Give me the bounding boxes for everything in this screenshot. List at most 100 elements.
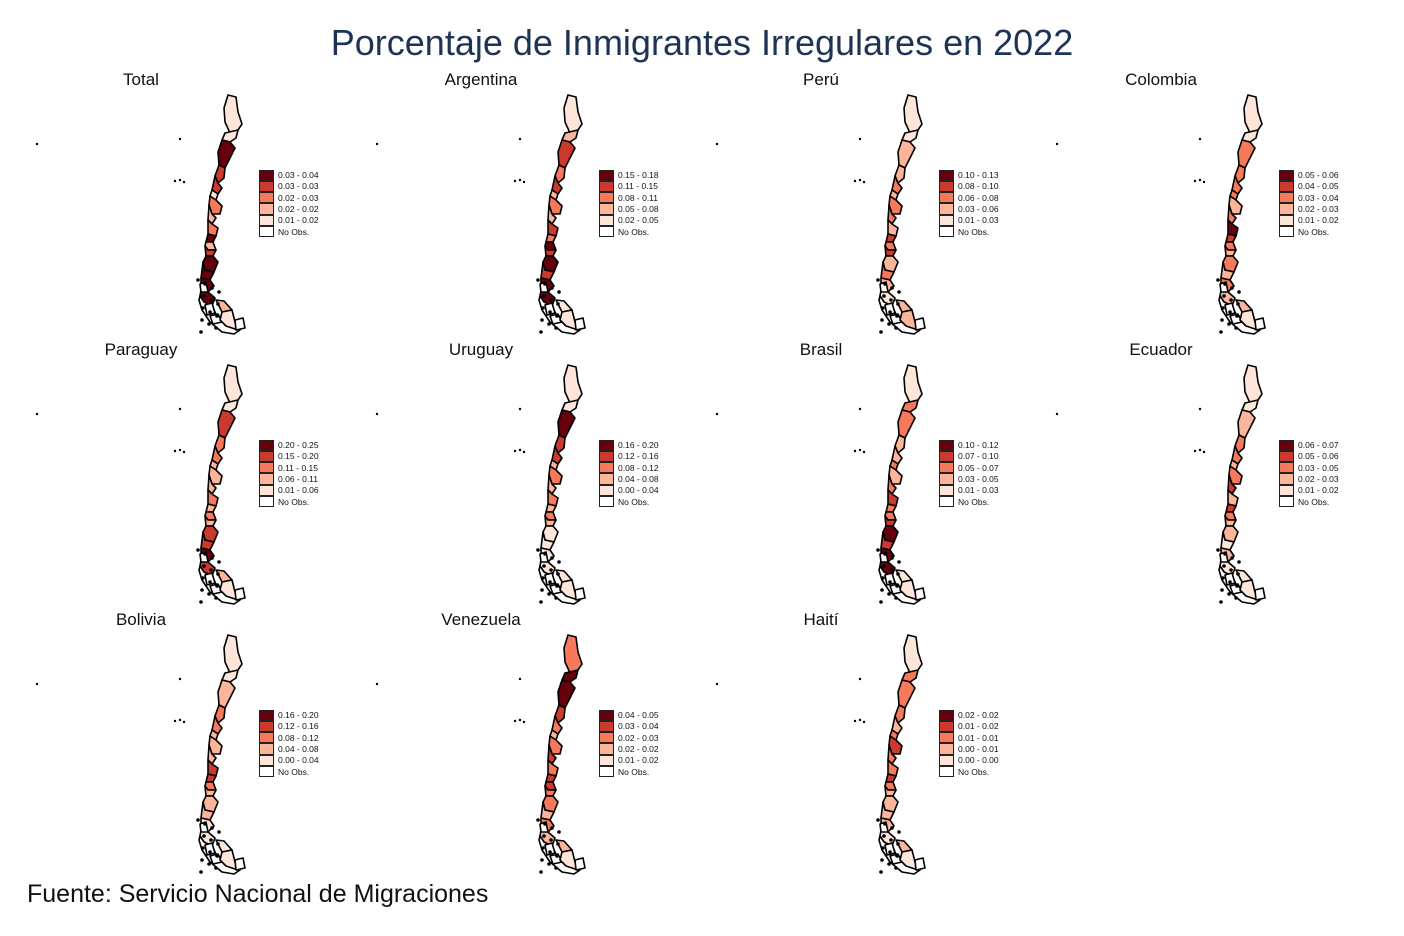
island-mark [216, 302, 220, 306]
legend-item: 0.11 - 0.15 [599, 180, 659, 193]
island-mark [1228, 580, 1232, 584]
legend-item: 0.04 - 0.08 [599, 473, 659, 485]
island-mark [203, 822, 207, 826]
map-legend: 0.06 - 0.07 0.05 - 0.06 0.03 - 0.05 0.02 - … [1279, 439, 1339, 508]
island-mark [550, 556, 554, 560]
region-22 [1254, 587, 1266, 601]
legend-item: No Obs. [939, 495, 999, 508]
legend-label: 0.00 - 0.00 [958, 755, 999, 766]
island-mark [202, 294, 206, 298]
legend-item: 0.03 - 0.05 [939, 473, 999, 485]
island-dot [858, 718, 862, 722]
region-2 [901, 669, 919, 683]
legend-item: 0.02 - 0.02 [599, 743, 659, 755]
island-mark [203, 552, 207, 556]
island-mark [883, 282, 887, 286]
region-22 [574, 317, 586, 331]
island-mark [557, 290, 561, 294]
island-mark [541, 306, 545, 310]
region-2 [221, 129, 239, 143]
legend-label: 0.06 - 0.08 [958, 192, 999, 203]
region-12 [204, 515, 217, 527]
legend-item: 0.02 - 0.05 [599, 214, 659, 226]
legend-swatch [939, 225, 954, 238]
island-mark [209, 298, 213, 302]
island-mark [217, 560, 221, 564]
island-mark [540, 588, 544, 592]
legend-label: 0.06 - 0.11 [278, 474, 319, 485]
legend-label: 0.06 - 0.07 [1298, 440, 1339, 451]
legend-label: 0.08 - 0.10 [958, 181, 999, 192]
region-22 [234, 317, 246, 331]
legend-label: 0.08 - 0.11 [618, 192, 659, 203]
island-mark [215, 314, 219, 318]
legend-swatch [599, 484, 614, 496]
region-3 [557, 139, 576, 169]
legend-swatch [599, 169, 614, 181]
island-mark [1227, 592, 1231, 596]
region-14 [200, 801, 215, 821]
island-mark [555, 584, 559, 588]
island-mark [556, 302, 560, 306]
legend-swatch [259, 754, 274, 766]
region-2 [1241, 399, 1259, 413]
region-12 [884, 515, 897, 527]
island-mark [549, 298, 553, 302]
island-mark [199, 600, 203, 604]
island-mark [1221, 306, 1225, 310]
region-2 [1241, 129, 1259, 143]
legend-label: 0.08 - 0.12 [278, 732, 319, 743]
island-mark [542, 564, 546, 568]
island-dot [858, 178, 862, 182]
legend-swatch [259, 473, 274, 485]
region-4 [554, 434, 566, 454]
region-3 [557, 679, 576, 709]
island-mark [897, 290, 901, 294]
legend-label: 0.00 - 0.01 [958, 744, 999, 755]
legend-swatch [599, 754, 614, 766]
legend-item: 0.05 - 0.06 [1279, 169, 1339, 181]
island-mark [876, 278, 880, 282]
legend-swatch [939, 720, 954, 733]
island-mark [1237, 290, 1241, 294]
island-mark [539, 330, 543, 334]
region-8 [207, 474, 217, 495]
island-dot [862, 720, 866, 724]
legend-swatch [599, 192, 614, 204]
island-dot [173, 179, 177, 183]
map-legend: 0.15 - 0.18 0.11 - 0.15 0.08 - 0.11 0.05 - … [599, 169, 659, 238]
legend-label: 0.01 - 0.02 [958, 721, 999, 732]
region-5 [891, 445, 903, 465]
region-10 [1225, 503, 1237, 513]
region-10 [545, 233, 557, 243]
island-dot [518, 137, 522, 141]
legend-item: 0.02 - 0.02 [939, 709, 999, 721]
region-10 [885, 233, 897, 243]
legend-item: 0.01 - 0.06 [259, 484, 319, 496]
legend-swatch [939, 450, 954, 463]
legend-label: 0.02 - 0.05 [618, 215, 659, 226]
region-10 [205, 233, 217, 243]
legend-label: 0.01 - 0.01 [958, 732, 999, 743]
legend-item: No Obs. [259, 765, 319, 778]
region-5 [891, 175, 903, 195]
island-dot [178, 407, 182, 411]
legend-swatch [1279, 439, 1294, 451]
island-mark [209, 568, 213, 572]
island-dot [173, 719, 177, 723]
region-4 [894, 164, 906, 184]
region-10 [885, 773, 897, 783]
legend-label: 0.01 - 0.03 [958, 485, 999, 496]
legend-label: No Obs. [958, 226, 990, 237]
region-2 [561, 399, 579, 413]
island-mark [196, 548, 200, 552]
island-dot [853, 179, 857, 183]
legend-label: No Obs. [278, 766, 310, 777]
legend-item: 0.04 - 0.05 [1279, 180, 1339, 193]
island-mark [543, 282, 547, 286]
island-mark [554, 596, 558, 600]
map-panel-venezuela: Venezuela 0.04 - 0.05 0.03 - 0.04 0.02 - 0.… [340, 610, 680, 880]
panel-title: Total [123, 70, 159, 89]
region-22 [234, 857, 246, 871]
chile-map [1055, 94, 1266, 335]
